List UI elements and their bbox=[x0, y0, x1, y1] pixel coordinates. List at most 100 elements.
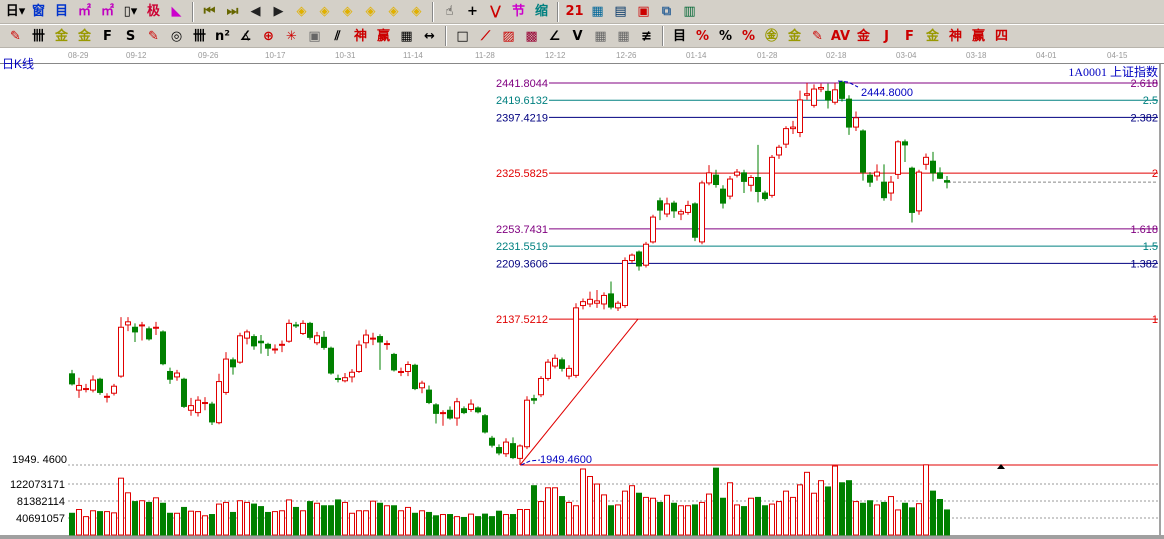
gold-levels-icon[interactable]: 金 bbox=[787, 28, 801, 44]
j-line-icon[interactable]: J bbox=[884, 28, 889, 44]
percent-levels-icon[interactable]: % bbox=[741, 28, 756, 44]
grid-icon[interactable]: ▦ bbox=[594, 28, 607, 44]
prev-icon[interactable]: ◀ bbox=[250, 4, 261, 19]
line-tool-icon[interactable]: ⋁ bbox=[490, 4, 501, 19]
period-select-icon[interactable]: 日▾ bbox=[5, 4, 26, 19]
list-icon[interactable]: 目 bbox=[54, 4, 68, 19]
pen-ruler-icon[interactable]: ✎ bbox=[148, 28, 159, 44]
volume-bar bbox=[734, 504, 740, 536]
rect-icon[interactable]: □ bbox=[456, 28, 469, 44]
date-tick-label: 04-15 bbox=[1107, 51, 1128, 60]
candle-body bbox=[860, 130, 866, 173]
circle-icon[interactable]: ◎ bbox=[170, 28, 183, 44]
calculator-icon[interactable]: ▦ bbox=[591, 4, 604, 19]
percent-icon[interactable]: % bbox=[718, 28, 733, 44]
candle-body bbox=[580, 301, 586, 307]
pen-icon[interactable]: ✎ bbox=[10, 28, 21, 44]
box-icon[interactable]: ▣ bbox=[308, 28, 321, 44]
tools-icon[interactable]: ▥ bbox=[683, 4, 696, 19]
gann-box-icon[interactable]: ▩ bbox=[525, 28, 538, 44]
document-icon[interactable]: ▤ bbox=[614, 4, 627, 19]
volume-bar bbox=[881, 501, 887, 536]
move-right-icon[interactable]: ◈ bbox=[319, 4, 330, 19]
table-icon[interactable]: ▦ bbox=[400, 28, 413, 44]
multi-chart-9-icon[interactable]: ㎡ bbox=[100, 4, 114, 19]
hand-icon[interactable]: ☝ bbox=[445, 4, 454, 19]
calendar-icon[interactable]: 21 bbox=[565, 4, 584, 19]
fan-icon[interactable]: ⟋ bbox=[480, 28, 491, 44]
candle-type-icon[interactable]: ▯▾ bbox=[123, 4, 138, 19]
gold-circle-icon[interactable]: ㊎ bbox=[764, 28, 778, 44]
wave-icon[interactable]: ⫽ bbox=[334, 28, 341, 44]
target-icon[interactable]: ⊕ bbox=[263, 28, 274, 44]
spiral-icon[interactable]: S bbox=[125, 28, 136, 44]
candle-body bbox=[706, 172, 712, 184]
volume-bar bbox=[853, 501, 859, 536]
f-line-icon[interactable]: F bbox=[905, 28, 914, 44]
crosshair-icon[interactable]: + bbox=[467, 4, 478, 19]
candle-body bbox=[853, 117, 859, 128]
fib-ratio-label: 2 bbox=[1152, 168, 1158, 180]
volume-bar bbox=[286, 499, 292, 536]
percent-line-icon[interactable]: % bbox=[695, 28, 710, 44]
shrink-icon[interactable]: ◈ bbox=[365, 4, 376, 19]
expand-icon[interactable]: ◈ bbox=[342, 4, 353, 19]
gold-line-icon[interactable]: 金 bbox=[54, 28, 68, 44]
measure-icon[interactable]: ↔ bbox=[424, 28, 435, 44]
gold-line-3-icon[interactable]: 金 bbox=[856, 28, 870, 44]
candle-body bbox=[867, 174, 873, 183]
save-icon[interactable]: ▣ bbox=[637, 4, 650, 19]
network-icon[interactable]: ⧉ bbox=[661, 4, 672, 19]
volume-bar bbox=[118, 477, 124, 536]
av-icon[interactable]: AV bbox=[830, 28, 851, 44]
candle-body bbox=[468, 403, 474, 411]
first-icon[interactable]: ⏮ bbox=[203, 4, 216, 19]
volume-bar bbox=[195, 511, 201, 536]
shrink-chart-icon[interactable]: 缩 bbox=[534, 4, 548, 19]
last-icon[interactable]: ⏭ bbox=[226, 4, 239, 19]
win-icon[interactable]: 赢 bbox=[376, 28, 390, 44]
multi-chart-3-icon[interactable]: ㎡ bbox=[77, 4, 91, 19]
hatch-icon[interactable]: ≢ bbox=[641, 28, 652, 44]
gann-grid-icon[interactable]: ▨ bbox=[502, 28, 515, 44]
window-icon[interactable]: 窗 bbox=[31, 4, 45, 19]
star-icon[interactable]: ✳ bbox=[286, 28, 297, 44]
next-icon[interactable]: ▶ bbox=[273, 4, 284, 19]
section-icon[interactable]: 节 bbox=[511, 4, 525, 19]
horizontal-scrollbar[interactable] bbox=[0, 535, 1164, 539]
gold-line-2-icon[interactable]: 金 bbox=[77, 28, 91, 44]
volume-bar bbox=[391, 505, 397, 536]
volume-bar bbox=[489, 516, 495, 536]
grid-2-icon[interactable]: ▦ bbox=[617, 28, 630, 44]
fibonacci-icon[interactable]: F bbox=[103, 28, 112, 44]
date-tick-label: 11-28 bbox=[475, 51, 495, 60]
candle-body bbox=[692, 203, 698, 238]
angle-icon[interactable]: ∡ bbox=[239, 28, 252, 44]
marker-icon[interactable]: ✎ bbox=[812, 28, 823, 44]
volume-bar bbox=[300, 510, 306, 536]
flag-icon[interactable]: ◣ bbox=[171, 4, 182, 19]
win-angle-icon[interactable]: 赢 bbox=[971, 28, 985, 44]
zoom-in-icon[interactable]: ◈ bbox=[388, 4, 399, 19]
cycle-lines-icon[interactable]: 卌 bbox=[192, 28, 206, 44]
volume-bar bbox=[153, 497, 159, 536]
angle-line-icon[interactable]: ∠ bbox=[548, 28, 561, 44]
god-icon[interactable]: 神 bbox=[353, 28, 367, 44]
god-angle-icon[interactable]: 神 bbox=[948, 28, 962, 44]
ruler-table-icon[interactable]: 目 bbox=[672, 28, 686, 44]
fib-price-label: 2253.7431 bbox=[496, 224, 548, 236]
v-line-icon[interactable]: V bbox=[572, 28, 583, 44]
extreme-icon[interactable]: 极 bbox=[146, 4, 160, 19]
fib-price-label: 2397.4219 bbox=[496, 112, 548, 124]
volume-bar bbox=[699, 501, 705, 536]
zoom-out-icon[interactable]: ◈ bbox=[411, 4, 422, 19]
gold-angle-icon[interactable]: 金 bbox=[925, 28, 939, 44]
volume-bar bbox=[685, 505, 691, 536]
parallel-lines-icon[interactable]: 卌 bbox=[31, 28, 45, 44]
four-angle-icon[interactable]: 四 bbox=[994, 28, 1008, 44]
move-left-icon[interactable]: ◈ bbox=[296, 4, 307, 19]
candle-body bbox=[90, 379, 96, 391]
candle-body bbox=[811, 88, 817, 106]
n-square-icon[interactable]: n² bbox=[215, 28, 230, 44]
